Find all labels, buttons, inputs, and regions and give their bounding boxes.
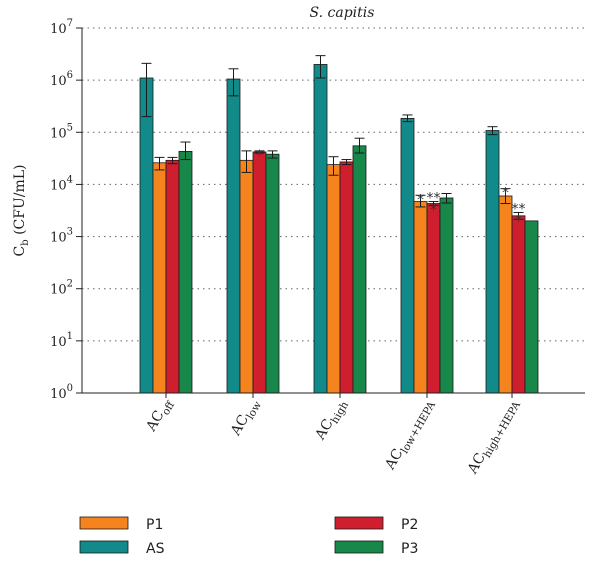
y-tick-label: 106 (50, 70, 73, 89)
significance-label: ** (512, 201, 526, 217)
x-tick-label: AClow (227, 396, 264, 441)
legend-label: P3 (401, 541, 418, 557)
y-tick-label: 102 (50, 279, 73, 298)
bar (498, 195, 513, 394)
significance-label: * (430, 203, 437, 219)
x-tick-label: AChigh (312, 396, 351, 445)
x-tick-label: AClow+HEPA (382, 396, 439, 475)
bar (511, 215, 526, 394)
bar (139, 77, 154, 394)
significance-label: * (515, 213, 522, 229)
bar (165, 159, 180, 394)
bar (400, 117, 415, 394)
legend-swatch (334, 516, 384, 530)
bar (352, 145, 367, 394)
y-tick-label: 101 (50, 331, 73, 350)
y-axis-label: Cb (CFU/mL) (12, 164, 31, 256)
bar (265, 153, 280, 394)
significance-label: * (256, 148, 263, 164)
bar (485, 130, 500, 394)
legend: P1 P2 AS P3 (79, 516, 418, 557)
legend-swatch (79, 516, 129, 530)
significance-label: * (502, 186, 509, 202)
bar (439, 197, 454, 394)
legend-label: P2 (401, 517, 418, 533)
legend-swatch (334, 540, 384, 554)
bar (239, 159, 254, 394)
y-tick-label: 107 (50, 18, 73, 37)
bar (339, 161, 354, 394)
y-tick-label: 104 (50, 174, 73, 193)
bar (252, 151, 267, 394)
x-axis: ACoff AClow AChigh AClow+HEPA AChigh+HEPA (82, 392, 585, 479)
legend-swatch (79, 540, 129, 554)
legend-label: AS (146, 541, 165, 557)
bar (313, 64, 328, 394)
y-axis: 100 101 102 103 104 105 106 107 Cb (CFU/mL) (12, 18, 83, 402)
bar (178, 150, 193, 394)
legend-label: P1 (146, 517, 163, 533)
x-tick-label: AChigh+HEPA (464, 396, 523, 479)
y-tick-label: 100 (50, 383, 73, 402)
bar (426, 203, 441, 394)
bar (326, 164, 341, 394)
significance-label: * (417, 192, 424, 208)
chart-title: S. capitis (310, 5, 375, 21)
bar (226, 78, 241, 394)
y-tick-label: 103 (50, 227, 73, 246)
bars: ** ******* (139, 55, 539, 394)
bar (524, 220, 539, 394)
bar (152, 162, 167, 394)
significance-label: ** (427, 191, 441, 207)
bar (413, 201, 428, 394)
x-tick-label: ACoff (143, 395, 178, 437)
y-tick-label: 105 (50, 122, 73, 141)
